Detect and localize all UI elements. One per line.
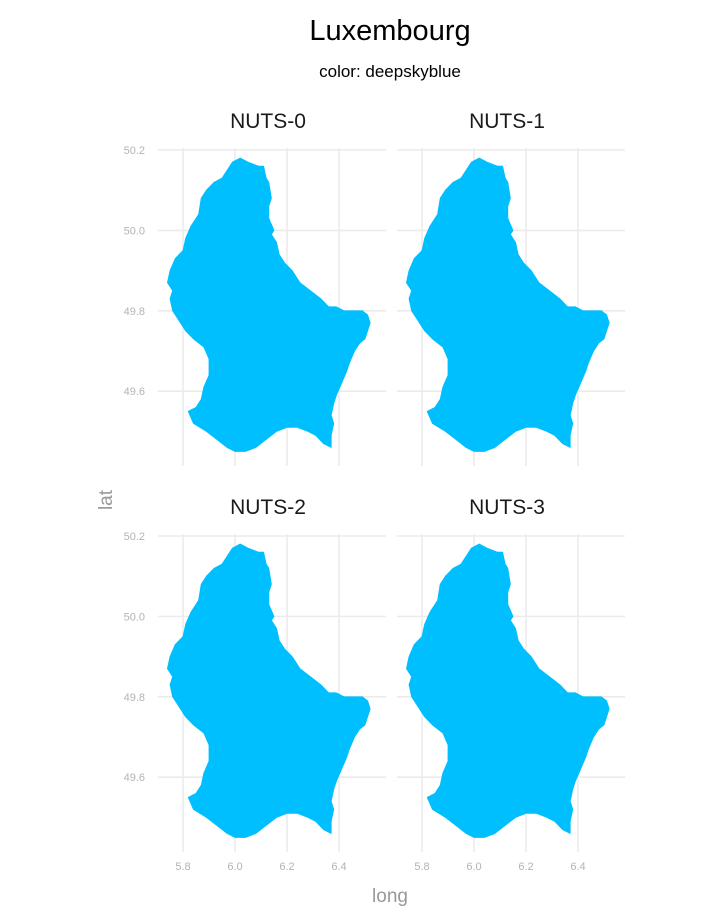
facet-label: NUTS-3 — [469, 496, 545, 519]
y-tick-label: 50.0 — [124, 225, 145, 237]
facet-panel-nuts-0: NUTS-0 — [158, 110, 386, 466]
y-tick-label: 49.6 — [124, 386, 145, 398]
facet-label: NUTS-2 — [230, 496, 306, 519]
x-tick-label: 5.8 — [175, 861, 190, 873]
region-shape-luxembourg — [405, 543, 610, 838]
x-tick-label: 6.4 — [570, 861, 585, 873]
figure-title: Luxembourg — [309, 15, 470, 47]
facet-panel-nuts-1: NUTS-1 — [397, 110, 625, 466]
y-tick-label: 49.8 — [124, 306, 145, 318]
facet-panel-nuts-2: NUTS-2 — [158, 496, 386, 852]
x-tick-label: 6.2 — [279, 861, 294, 873]
x-tick-label: 6.0 — [466, 861, 481, 873]
x-tick-label: 6.4 — [331, 861, 346, 873]
facet-label: NUTS-0 — [230, 110, 306, 133]
y-tick-label: 50.0 — [124, 611, 145, 623]
x-axis-title: long — [372, 886, 408, 907]
y-tick-label: 49.8 — [124, 692, 145, 704]
y-axis-title: lat — [96, 489, 117, 510]
facet-panel-nuts-3: NUTS-3 — [397, 496, 625, 852]
y-tick-label: 50.2 — [124, 145, 145, 157]
region-shape-luxembourg — [166, 157, 371, 452]
facet-panels: NUTS-0 NUTS-1 NUTS-2 NUTS-3 — [158, 110, 625, 852]
facet-label: NUTS-1 — [469, 110, 545, 133]
axis-ticks: 49.6 49.8 50.0 50.2 49.6 49.8 50.0 50.2 5.8 6.0 6.… — [124, 145, 586, 873]
x-tick-label: 6.2 — [518, 861, 533, 873]
region-shape-luxembourg — [166, 543, 371, 838]
x-tick-label: 6.0 — [227, 861, 242, 873]
region-shape-luxembourg — [405, 157, 610, 452]
x-tick-label: 5.8 — [414, 861, 429, 873]
figure-subtitle: color: deepskyblue — [319, 62, 461, 81]
y-tick-label: 49.6 — [124, 772, 145, 784]
y-tick-label: 50.2 — [124, 531, 145, 543]
